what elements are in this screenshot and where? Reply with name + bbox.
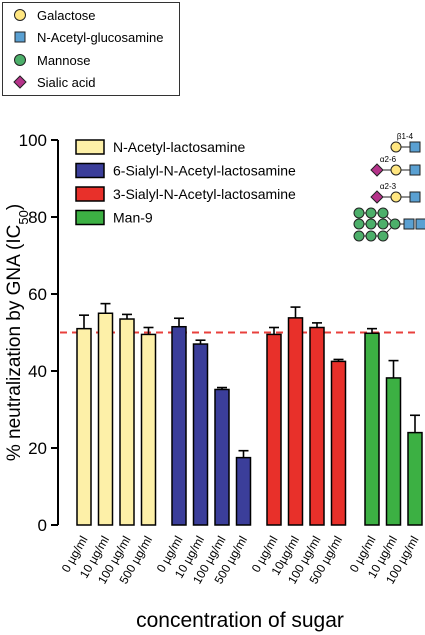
y-tick-label: 100 — [19, 131, 47, 150]
glycan-linkage-label: α2-6 — [380, 155, 397, 164]
y-tick-label: 40 — [28, 362, 47, 381]
y-tick-label: 20 — [28, 439, 47, 458]
mannose-icon — [365, 218, 377, 230]
galactose-icon — [390, 141, 402, 153]
glycan-linkage-label: β1-4 — [397, 132, 414, 141]
mannose-icon — [377, 207, 389, 219]
glcnac-icon — [415, 218, 425, 230]
glcnac-icon — [403, 218, 415, 230]
symbol-legend: Galactose N-Acetyl-glucosamine Mannose S… — [2, 2, 180, 96]
legend-swatch — [75, 139, 105, 155]
mannose-icon — [377, 230, 389, 242]
sialic-acid-icon — [370, 163, 384, 177]
glycan-linkage-label: α2-3 — [380, 182, 397, 191]
bar — [140, 333, 157, 526]
glcnac-icon — [409, 191, 421, 203]
sialic-acid-diamond-icon — [13, 75, 27, 89]
legend-swatch — [75, 209, 105, 226]
bar — [119, 318, 135, 526]
bar — [385, 377, 402, 526]
y-tick-label: 0 — [38, 516, 47, 535]
mannose-icon — [365, 230, 377, 242]
bar — [330, 360, 347, 526]
bar — [309, 326, 325, 526]
legend-swatch — [75, 162, 105, 179]
bar — [214, 388, 230, 526]
legend-swatch — [75, 186, 105, 202]
galactose-icon — [390, 164, 402, 176]
symbol-legend-label: Sialic acid — [37, 74, 96, 90]
bar — [266, 333, 282, 526]
symbol-legend-item: Mannose — [13, 51, 90, 69]
legend-label: 6-Sialyl-N-Acetyl-lactosamine — [113, 163, 296, 179]
glcnac-icon — [409, 141, 421, 153]
sialic-acid-icon — [370, 190, 384, 204]
symbol-legend-label: Galactose — [37, 7, 96, 23]
legend-label: 3-Sialyl-N-Acetyl-lactosamine — [113, 186, 296, 202]
bar — [407, 431, 423, 526]
y-tick-label: 80 — [28, 208, 47, 227]
mannose-icon — [353, 230, 365, 242]
bar — [235, 456, 252, 526]
legend-label: N-Acetyl-lactosamine — [113, 139, 245, 155]
mannose-icon — [353, 207, 365, 219]
mannose-icon — [353, 218, 365, 230]
symbol-legend-item: Galactose — [13, 6, 96, 24]
symbol-legend-item: N-Acetyl-glucosamine — [13, 28, 163, 46]
glcnac-square-icon — [14, 31, 26, 43]
mannose-icon — [389, 218, 401, 230]
symbol-legend-label: Mannose — [37, 52, 91, 68]
galactose-circle-icon — [14, 9, 26, 21]
y-tick-label: 60 — [28, 285, 47, 304]
bar — [171, 325, 187, 526]
legend-label: Man-9 — [113, 210, 153, 226]
y-axis-label: % neutralization by GNA (IC50) — [4, 204, 31, 461]
symbol-legend-label: N-Acetyl-glucosamine — [37, 29, 164, 45]
mannose-icon — [365, 207, 377, 219]
bar — [97, 312, 114, 526]
bar — [192, 343, 209, 526]
bar — [287, 317, 304, 526]
mannose-circle-icon — [14, 54, 26, 66]
symbol-legend-item: Sialic acid — [13, 73, 96, 91]
x-axis-label: concentration of sugar — [136, 609, 344, 632]
galactose-icon — [390, 191, 402, 203]
bar — [364, 332, 380, 526]
glcnac-icon — [409, 164, 421, 176]
mannose-icon — [377, 218, 389, 230]
bar — [76, 327, 92, 526]
